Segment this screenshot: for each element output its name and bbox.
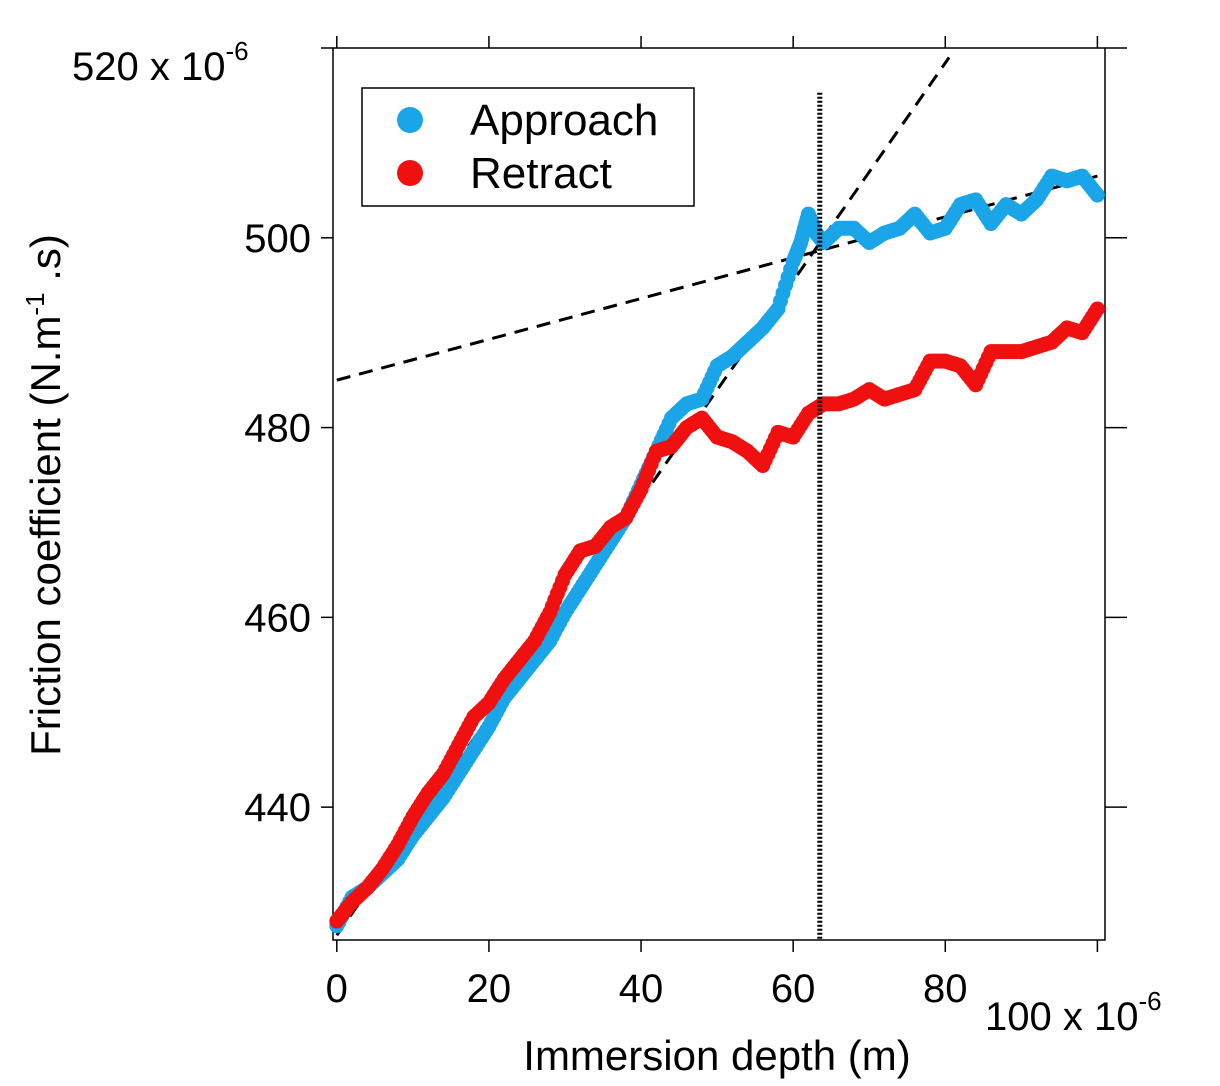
approach-point bbox=[1089, 187, 1105, 203]
y-tick-label: 500 bbox=[244, 217, 311, 261]
x-multiplier-base: 100 x 10 bbox=[985, 995, 1138, 1039]
legend-marker-approach bbox=[397, 107, 423, 133]
x-tick-label: 60 bbox=[771, 967, 816, 1011]
y-axis-title-exponent: -1 bbox=[20, 292, 50, 315]
x-tick-label: 40 bbox=[619, 967, 664, 1011]
legend-box bbox=[361, 87, 695, 207]
y-multiplier-exponent: -6 bbox=[225, 36, 248, 66]
y-tick-label: 440 bbox=[244, 786, 311, 830]
legend-marker-retract bbox=[397, 160, 423, 186]
y-multiplier-base: 520 x 10 bbox=[72, 45, 225, 89]
plot-frame bbox=[332, 47, 1106, 941]
x-multiplier-exponent: -6 bbox=[1138, 986, 1161, 1016]
y-axis-title: Friction coefficient (N.m-1 .s) bbox=[20, 234, 69, 756]
y-axis-title-suffix: .s) bbox=[22, 234, 69, 292]
x-tick-label: 0 bbox=[326, 967, 348, 1011]
fit-line bbox=[336, 174, 1098, 382]
x-axis-multiplier: 100 x 10-6 bbox=[985, 986, 1162, 1039]
retract-point bbox=[1089, 301, 1105, 317]
y-tick-label: 480 bbox=[244, 407, 311, 451]
y-axis-multiplier: 520 x 10-6 bbox=[72, 36, 249, 89]
legend-label-retract: Retract bbox=[470, 149, 612, 198]
y-axis-title-prefix: Friction coefficient (N.m bbox=[22, 316, 69, 756]
legend: Approach Retract bbox=[361, 87, 695, 207]
x-tick-label: 80 bbox=[923, 967, 968, 1011]
legend-label-approach: Approach bbox=[470, 96, 658, 145]
y-tick-label: 460 bbox=[244, 596, 311, 640]
x-tick-label: 20 bbox=[467, 967, 512, 1011]
x-axis-title: Immersion depth (m) bbox=[523, 1032, 910, 1079]
